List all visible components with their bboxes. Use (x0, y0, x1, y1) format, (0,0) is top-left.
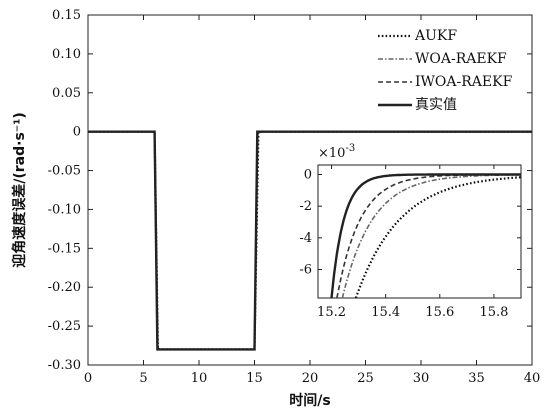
inset-series-group (330, 173, 522, 299)
x-tick-label: 30 (413, 371, 430, 386)
inset-x-tick-label: 15.4 (371, 305, 400, 320)
x-tick-label: 25 (357, 371, 374, 386)
inset-y-tick-label: 0 (304, 168, 312, 183)
legend-label: WOA-RAEKF (415, 51, 507, 67)
y-tick-label: -0.30 (48, 358, 81, 373)
inset-plot: 15.2 15.4 15.6 15.8 0 -2 -4 -6 ×10-3 (299, 143, 522, 320)
legend-label: 真实值 (415, 97, 457, 113)
x-tick-label: 35 (468, 371, 485, 386)
inset-series-line-true-value (330, 173, 521, 299)
inset-x-tick-label: 15.8 (479, 305, 508, 320)
inset-multiplier: ×10-3 (318, 143, 355, 161)
inset-series-line-aukf (354, 176, 522, 299)
inset-background (318, 165, 521, 298)
inset-x-tick-label: 15.6 (425, 305, 454, 320)
inset-multiplier-exponent: -3 (345, 143, 355, 154)
main-plot: 0 5 10 15 20 25 30 35 40 0.15 0.10 0.05 0 -0.05 -0.10 -… (48, 8, 541, 386)
y-tick-label: 0.05 (52, 86, 81, 101)
inset-y-tick-label: -6 (299, 263, 312, 278)
y-tick-label: -0.10 (48, 202, 81, 217)
inset-x-tick-label: 15.2 (317, 305, 346, 320)
main-series-group (88, 130, 532, 351)
x-tick-label: 40 (524, 371, 541, 386)
inset-ticks: 15.2 15.4 15.6 15.8 0 -2 -4 -6 (299, 165, 521, 320)
x-tick-label: 10 (191, 371, 208, 386)
y-axis-label: 迎角速度误差/(rad·s⁻¹) (11, 112, 28, 267)
legend: AUKF WOA-RAEKF IWOA-RAEKF 真实值 (378, 28, 513, 113)
series-line-true-value (88, 130, 532, 351)
y-tick-label: -0.25 (48, 319, 81, 334)
legend-label: IWOA-RAEKF (415, 74, 513, 90)
y-tick-label: -0.15 (48, 241, 81, 256)
x-tick-label: 0 (84, 371, 92, 386)
inset-multiplier-base: ×10 (318, 146, 345, 161)
x-tick-label: 15 (246, 371, 263, 386)
main-ticks: 0 5 10 15 20 25 30 35 40 0.15 0.10 0.05 0 -0.05 -0.10 -… (48, 8, 541, 386)
x-axis-label: 时间/s (289, 392, 330, 409)
legend-label: AUKF (414, 28, 457, 44)
inset-y-tick-label: -4 (299, 231, 312, 246)
inset-plot-frame (317, 164, 522, 299)
y-tick-label: 0.15 (52, 8, 81, 23)
y-tick-label: -0.05 (48, 164, 81, 179)
y-tick-label: 0.10 (52, 47, 81, 62)
x-tick-label: 20 (302, 371, 319, 386)
inset-series-line-iwoa-raekf (336, 173, 521, 299)
inset-y-tick-label: -2 (299, 199, 312, 214)
y-tick-label: -0.20 (48, 280, 81, 295)
x-tick-label: 5 (139, 371, 147, 386)
y-tick-label: 0 (73, 125, 81, 140)
